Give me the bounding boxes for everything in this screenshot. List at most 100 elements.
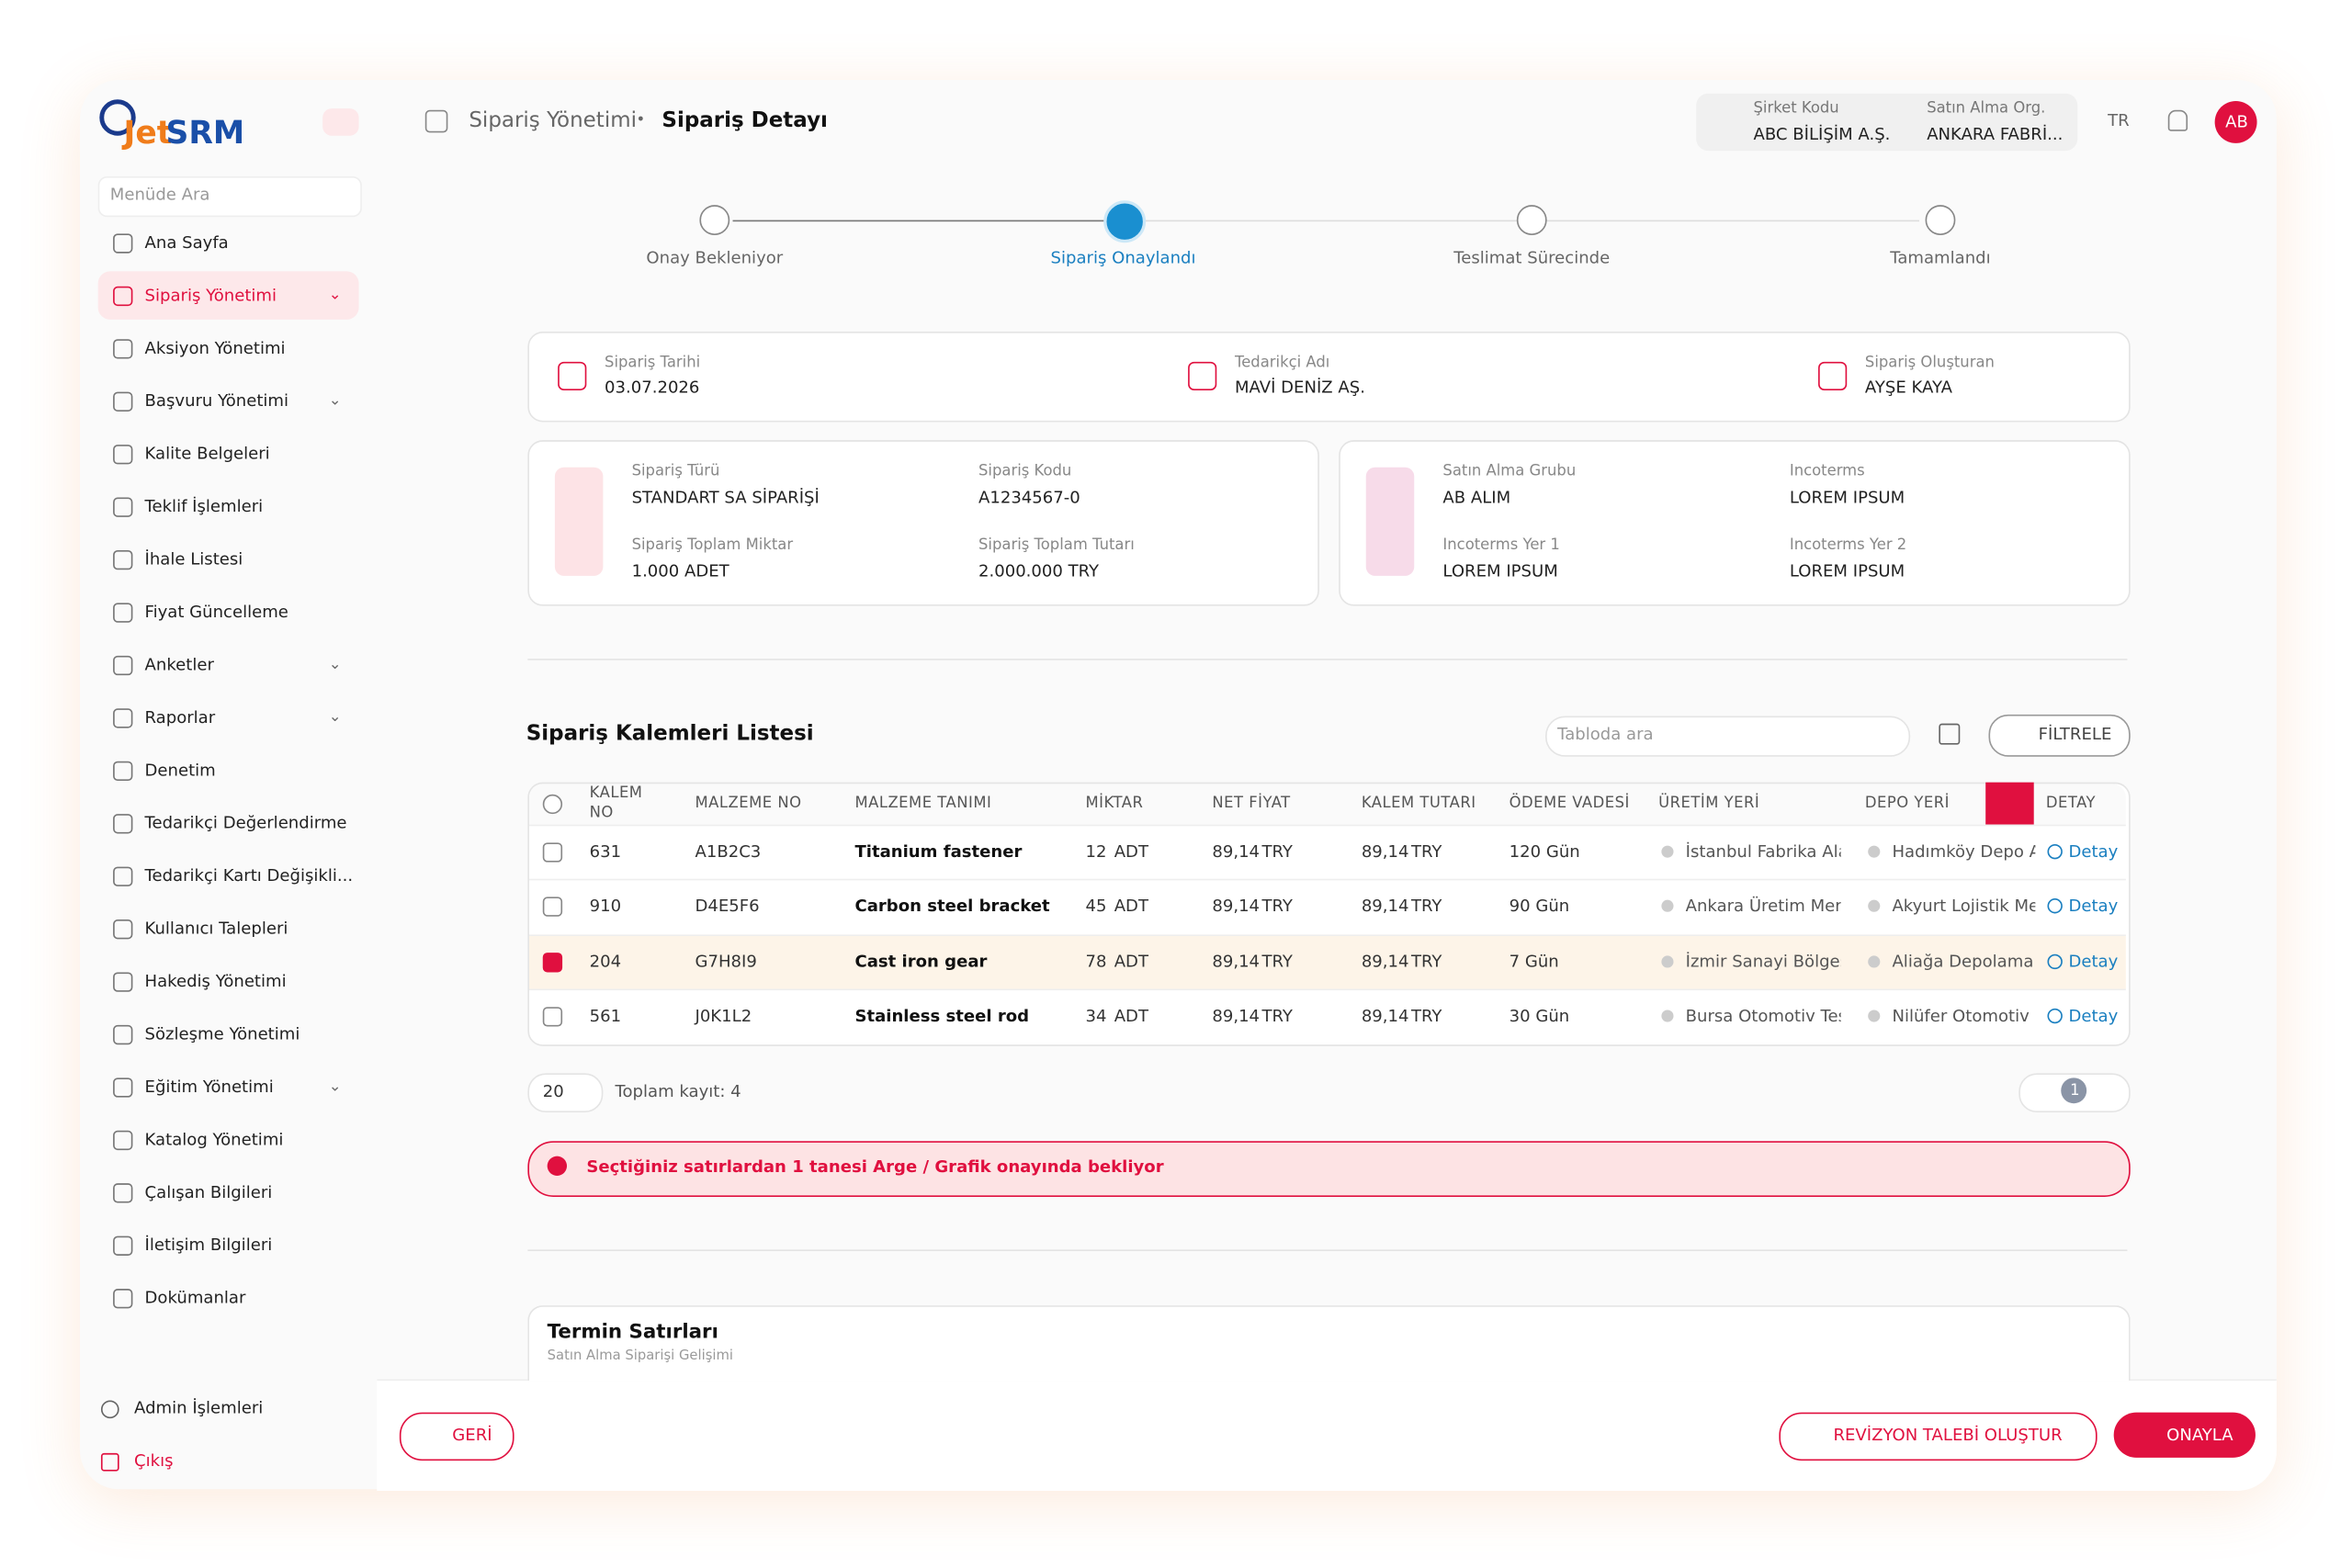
- menu-item[interactable]: İletişim Bilgileri: [144, 1235, 273, 1256]
- menu-item[interactable]: Kalite Belgeleri: [144, 444, 270, 464]
- menu-item[interactable]: Sözleşme Yönetimi: [144, 1024, 300, 1044]
- sidebar-search[interactable]: [97, 175, 362, 218]
- checkbox[interactable]: [542, 842, 563, 863]
- search-placeholder: Menüde Ara: [109, 185, 210, 205]
- cell: 631: [589, 841, 622, 862]
- pin-icon: [1661, 845, 1674, 858]
- menu-item[interactable]: Çıkış: [134, 1450, 174, 1471]
- back-button[interactable]: [399, 1412, 514, 1461]
- checkbox[interactable]: [542, 1007, 563, 1027]
- notification[interactable]: [2167, 109, 2188, 131]
- column-header: KALEM NO: [589, 784, 643, 822]
- menu-item[interactable]: Denetim: [144, 760, 216, 781]
- menu-item[interactable]: Ana Sayfa: [144, 232, 229, 253]
- row-divider: [528, 879, 2126, 881]
- cell: 89,14: [1212, 841, 1261, 862]
- menu-icon: [113, 549, 133, 570]
- label: Incoterms Yer 1: [1442, 537, 1560, 555]
- value: STANDART SA SİPARİŞİ: [631, 487, 820, 508]
- row-divider: [528, 824, 2126, 827]
- menu-icon: [113, 497, 133, 517]
- cell: Ankara Üretim Merk...: [1685, 897, 1841, 917]
- column-header: DETAY: [2045, 795, 2097, 812]
- menu-item[interactable]: Eğitim Yönetimi: [144, 1077, 274, 1097]
- menu-item[interactable]: Raporlar: [144, 707, 216, 728]
- menu-item[interactable]: Başvuru Yönetimi: [144, 390, 289, 412]
- cell: İstanbul Fabrika Alanı: [1685, 841, 1841, 862]
- table-search[interactable]: [1545, 716, 1911, 757]
- label: Satın Alma Org.: [1927, 100, 2046, 118]
- revision-button[interactable]: [1779, 1412, 2098, 1461]
- logo: SRM: [165, 114, 245, 152]
- approve-button[interactable]: [2113, 1412, 2256, 1458]
- breadcrumb[interactable]: Sipariş Yönetimi: [469, 108, 637, 133]
- menu-item[interactable]: İhale Listesi: [144, 549, 243, 570]
- cell: 89,14: [1361, 841, 1409, 862]
- summary-box: [527, 332, 2131, 423]
- table-title: Sipariş Kalemleri Listesi: [526, 722, 814, 747]
- menu-item[interactable]: Katalog Yönetimi: [144, 1129, 284, 1150]
- cell: 30 Gün: [1509, 1006, 1570, 1027]
- column-settings[interactable]: [1985, 782, 2034, 825]
- label: Sipariş Toplam Miktar: [631, 537, 794, 555]
- step-icon: [1516, 205, 1547, 235]
- menu-item[interactable]: Dokümanlar: [144, 1288, 246, 1308]
- menu-item[interactable]: Tedarikçi Kartı Değişikli...: [144, 865, 354, 886]
- cell: 120 Gün: [1509, 841, 1580, 862]
- detail-card: [1339, 440, 2131, 606]
- checkbox[interactable]: [542, 952, 563, 973]
- detail-link[interactable]: Detay: [2068, 1006, 2119, 1027]
- menu-item[interactable]: Kullanıcı Talepleri: [144, 919, 288, 939]
- company-box: [1696, 93, 2078, 152]
- detail-icon: [2047, 843, 2063, 860]
- alert: [527, 1141, 2131, 1197]
- language[interactable]: TR: [2108, 110, 2130, 130]
- menu-item[interactable]: Anketler: [144, 655, 214, 675]
- menu-icon: [113, 603, 133, 623]
- cell: D4E5F6: [695, 897, 760, 917]
- collapse-button[interactable]: [322, 108, 359, 136]
- avatar[interactable]: [2214, 100, 2257, 143]
- value: AB ALIM: [1442, 487, 1511, 508]
- step-icon: [699, 205, 730, 235]
- label: Incoterms Yer 2: [1789, 537, 1907, 555]
- pin-icon: [1868, 1010, 1881, 1022]
- menu-item[interactable]: Aksiyon Yönetimi: [144, 338, 286, 358]
- detail-link[interactable]: Detay: [2068, 841, 2119, 862]
- alert-icon: [547, 1156, 568, 1176]
- checkbox[interactable]: [542, 794, 563, 815]
- active-item[interactable]: [97, 271, 359, 320]
- menu-icon: [100, 1452, 119, 1472]
- menu-item[interactable]: Fiyat Güncelleme: [144, 602, 288, 622]
- detail-link[interactable]: Detay: [2068, 951, 2119, 972]
- menu-item[interactable]: Hakediş Yönetimi: [144, 971, 287, 991]
- checkbox[interactable]: [542, 897, 563, 918]
- menu-item[interactable]: Sipariş Yönetimi: [144, 285, 277, 306]
- value: A1234567-0: [978, 487, 1080, 508]
- cell: J0K1L2: [695, 1006, 752, 1027]
- detail-icon: [2047, 953, 2063, 969]
- detail-link[interactable]: Detay: [2068, 897, 2119, 917]
- step-label: Onay Bekleniyor: [646, 247, 784, 268]
- label: Sipariş Kodu: [978, 463, 1072, 480]
- page-number: 1: [2070, 1083, 2080, 1100]
- page-size[interactable]: [527, 1073, 604, 1113]
- menu-item[interactable]: Çalışan Bilgileri: [144, 1182, 273, 1202]
- menu-icon: [113, 1235, 133, 1256]
- pin-icon: [1868, 845, 1881, 858]
- menu-item[interactable]: Admin İşlemleri: [134, 1398, 264, 1418]
- cell: Cast iron gear: [854, 951, 988, 972]
- filter-button[interactable]: [1988, 714, 2131, 757]
- cell: 89,14: [1361, 897, 1409, 917]
- detail-icon: [2047, 1009, 2063, 1024]
- cell: TRY: [1410, 951, 1442, 972]
- menu-item[interactable]: Teklif İşlemleri: [144, 496, 264, 517]
- export-button[interactable]: [1939, 723, 1961, 745]
- menu-item[interactable]: Tedarikçi Değerlendirme: [144, 813, 347, 833]
- divider: [527, 659, 2128, 660]
- value: 2.000.000 TRY: [978, 561, 1100, 581]
- detail-icon: [2047, 898, 2063, 915]
- pin-icon: [1661, 900, 1674, 913]
- card-icon: [1365, 467, 1415, 576]
- separator: •: [636, 112, 646, 130]
